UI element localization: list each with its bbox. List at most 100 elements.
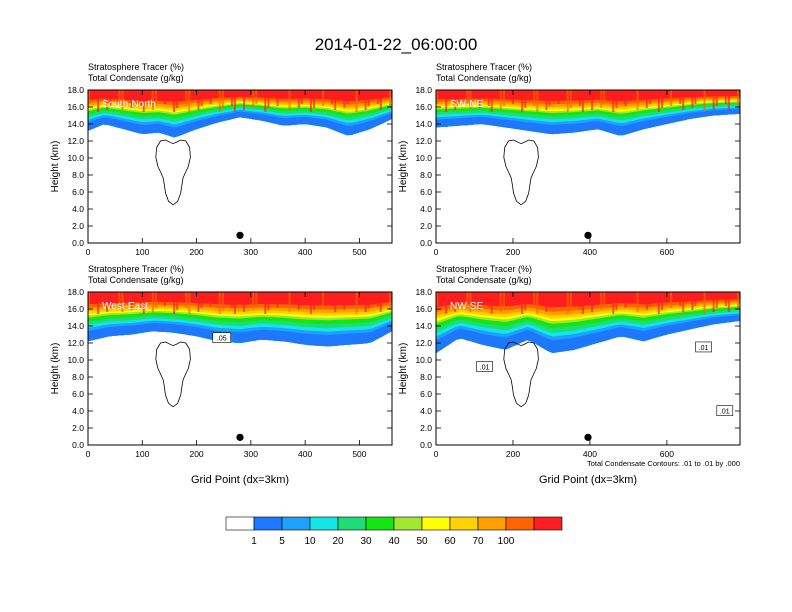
tracer-streak xyxy=(276,292,279,308)
tracer-streak xyxy=(221,90,224,108)
panels-group: 0.0 2.0 4.0 6.0 8.0 10.0 12.0 14.0 16.0 18.0 0 100 2… xyxy=(50,62,741,486)
tracer-band-10 xyxy=(436,314,740,354)
tracer-streak xyxy=(502,90,505,106)
panel-title-tracer: Stratosphere Tracer (%) xyxy=(88,264,184,274)
tracer-streak xyxy=(209,90,212,104)
x-tick-label: 0 xyxy=(86,247,91,257)
tracer-streak xyxy=(139,90,142,106)
tracer-streak xyxy=(97,292,100,314)
chart-panel-0: 0.0 2.0 4.0 6.0 8.0 10.0 12.0 14.0 16.0 18.0 0 100 2… xyxy=(50,62,393,257)
tracer-streak xyxy=(209,292,212,306)
tracer-streak xyxy=(636,90,639,110)
tracer-streak xyxy=(367,292,370,308)
x-tick-label: 400 xyxy=(583,247,597,257)
tracer-streak xyxy=(252,292,255,310)
tracer-streak xyxy=(188,90,191,112)
tracer-streak xyxy=(536,90,539,112)
y-tick-label: 10.0 xyxy=(67,355,84,365)
colorbar-swatch xyxy=(309,516,339,531)
tracer-streak xyxy=(615,90,618,108)
tracer-streak xyxy=(197,90,200,110)
tracer-streak xyxy=(490,90,493,112)
tracer-streak xyxy=(724,90,727,104)
y-tick-label: 6.0 xyxy=(72,187,84,197)
tracer-streak xyxy=(243,292,245,312)
tracer-streak xyxy=(578,90,581,106)
tracer-streak xyxy=(533,292,536,308)
tracer-streak xyxy=(469,292,472,312)
tracer-streak xyxy=(581,90,584,112)
condensate-contour xyxy=(503,139,539,206)
cross-section-label: South-North xyxy=(102,99,156,110)
panel-title-tracer: Stratosphere Tracer (%) xyxy=(436,264,532,274)
tracer-streak xyxy=(109,90,112,106)
tracer-streak xyxy=(121,90,124,110)
tracer-streak xyxy=(334,90,337,110)
x-tick-label: 200 xyxy=(189,247,203,257)
x-tick-label: 300 xyxy=(244,247,258,257)
tracer-streak xyxy=(118,90,121,104)
tracer-streak xyxy=(197,292,200,312)
tracer-streak xyxy=(457,90,460,106)
tracer-streak xyxy=(490,292,493,314)
tracer-streak xyxy=(557,292,560,306)
tracer-streak xyxy=(331,90,334,104)
tracer-streak xyxy=(533,90,536,106)
y-tick-label: 2.0 xyxy=(420,221,432,231)
tracer-streak xyxy=(151,292,154,312)
x-tick-label: 0 xyxy=(434,449,439,459)
colorbar-swatch xyxy=(421,516,451,531)
colorbar-label: 100 xyxy=(498,536,515,547)
tracer-streak xyxy=(309,292,312,314)
tracer-streak xyxy=(682,292,685,312)
tracer-streak xyxy=(200,292,203,308)
tracer-streak xyxy=(624,292,627,308)
colorbar-label: 60 xyxy=(444,536,456,547)
tracer-streak xyxy=(121,292,124,312)
y-tick-label: 16.0 xyxy=(415,102,432,112)
tracer-streak xyxy=(612,90,615,112)
tracer-streak xyxy=(724,292,727,306)
colorbar-swatch xyxy=(281,516,311,531)
tracer-streak xyxy=(600,90,603,108)
y-tick-label: 18.0 xyxy=(415,85,432,95)
x-tick-label: 0 xyxy=(86,449,91,459)
colorbar-swatch xyxy=(253,516,283,531)
condensate-contour xyxy=(503,341,539,408)
y-tick-label: 8.0 xyxy=(72,372,84,382)
tracer-streak xyxy=(230,90,233,106)
y-tick-label: 0.0 xyxy=(72,440,84,450)
tracer-streak xyxy=(109,292,112,308)
tracer-streak xyxy=(364,292,367,312)
tracer-streak xyxy=(703,90,706,112)
tracer-streak xyxy=(502,292,505,308)
tracer-streak xyxy=(255,90,258,104)
tracer-streak xyxy=(466,292,469,306)
tracer-streak xyxy=(648,292,651,306)
contour-label-box xyxy=(695,341,712,353)
tracer-streak xyxy=(355,292,358,314)
colorbar-label: 30 xyxy=(360,536,372,547)
colorbar-label: 50 xyxy=(416,536,428,547)
tracer-streak xyxy=(603,90,606,104)
tracer-streak xyxy=(151,90,154,110)
tracer-streak xyxy=(364,90,367,110)
x-tick-label: 100 xyxy=(135,449,149,459)
tracer-streak xyxy=(267,292,270,310)
contour-label: .05 xyxy=(217,336,227,343)
tracer-streak xyxy=(591,90,593,110)
tracer-streak xyxy=(106,292,109,312)
tracer-streak xyxy=(264,90,267,112)
tracer-streak xyxy=(670,90,673,106)
tracer-streak xyxy=(670,292,673,308)
y-tick-label: 12.0 xyxy=(415,338,432,348)
tracer-streak xyxy=(230,292,233,308)
tracer-streak xyxy=(288,292,291,312)
tracer-streak xyxy=(682,90,685,110)
tracer-streak xyxy=(545,90,548,110)
panel-title-tracer: Stratosphere Tracer (%) xyxy=(436,62,532,72)
tracer-streak xyxy=(252,90,255,108)
tracer-streak xyxy=(612,292,615,314)
tracer-streak xyxy=(346,90,349,104)
tracer-streak xyxy=(379,90,382,110)
